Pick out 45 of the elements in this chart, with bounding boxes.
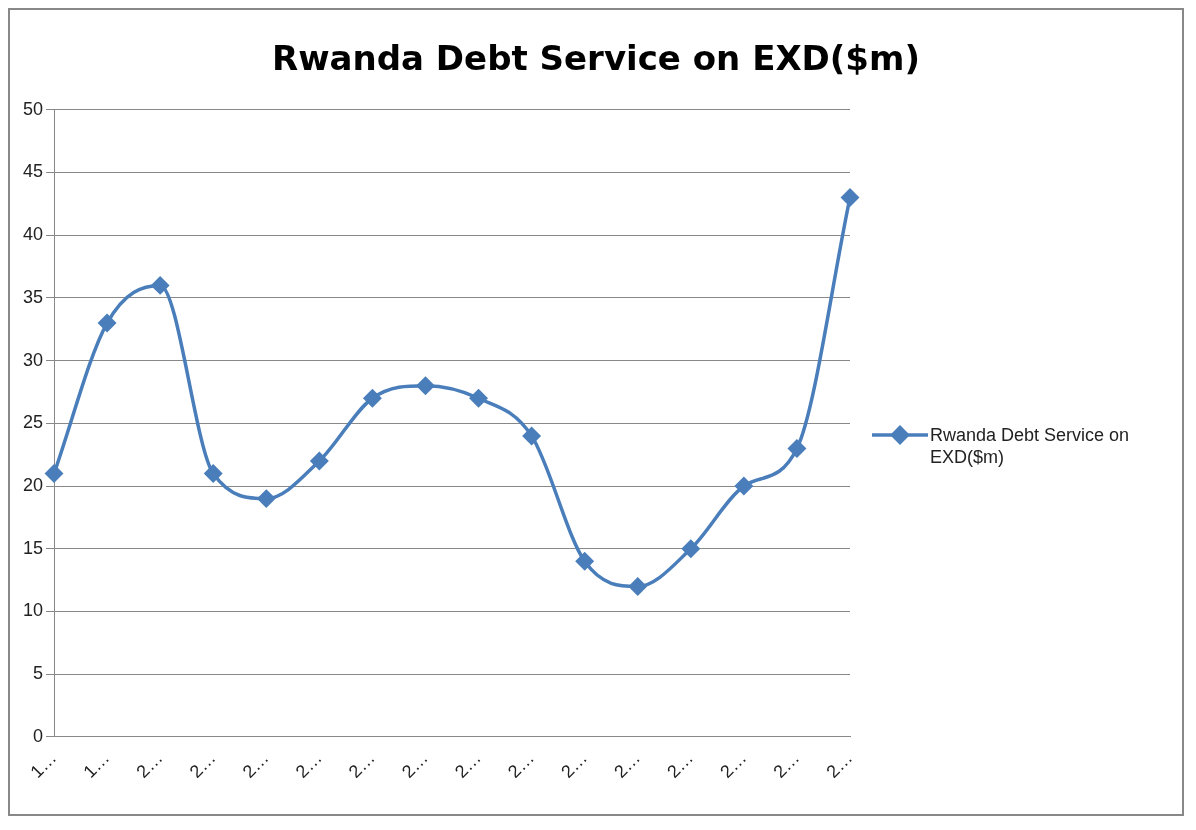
y-tick-label: 0 bbox=[33, 725, 44, 746]
x-tick-label: 2… bbox=[557, 747, 592, 782]
y-tick-label: 10 bbox=[22, 600, 44, 621]
y-tick-label: 45 bbox=[22, 161, 44, 182]
x-tick-label: 2… bbox=[397, 747, 432, 782]
y-tick-label: 20 bbox=[22, 475, 44, 496]
y-tick-label: 5 bbox=[33, 663, 44, 684]
y-tick-label: 40 bbox=[22, 224, 44, 245]
point bbox=[416, 376, 435, 395]
x-tick-label: 2… bbox=[610, 747, 645, 782]
point bbox=[735, 477, 753, 495]
chart-title: Rwanda Debt Service on EXD($m) bbox=[271, 37, 921, 80]
x-tick-label: 2… bbox=[822, 747, 857, 782]
point bbox=[575, 552, 594, 571]
x-tick-label: 2… bbox=[716, 747, 751, 782]
y-tick-label: 30 bbox=[22, 349, 44, 370]
point bbox=[469, 389, 488, 408]
point bbox=[841, 188, 859, 207]
x-tick-label: 2… bbox=[132, 747, 167, 782]
x-tick-label: 2… bbox=[663, 747, 698, 782]
y-tick-label: 15 bbox=[22, 537, 44, 558]
point bbox=[204, 464, 222, 483]
x-tick-label: 2… bbox=[769, 747, 804, 782]
point bbox=[257, 489, 276, 508]
y-tick-label: 25 bbox=[22, 412, 44, 433]
legend-label: Rwanda Debt Service on EXD($m) bbox=[930, 424, 1131, 468]
x-tick-label: 1… bbox=[79, 747, 114, 782]
point bbox=[682, 540, 700, 558]
x-tick-label: 1… bbox=[26, 747, 61, 782]
point bbox=[788, 439, 806, 458]
x-tick-label: 2… bbox=[291, 747, 326, 782]
point bbox=[151, 276, 169, 295]
point bbox=[522, 427, 541, 445]
point bbox=[45, 464, 63, 483]
point bbox=[98, 314, 116, 332]
point bbox=[628, 577, 647, 596]
x-tick-label: 2… bbox=[344, 747, 379, 782]
y-tick-label: 35 bbox=[22, 286, 44, 307]
x-tick-label: 2… bbox=[185, 747, 220, 782]
x-tick-label: 2… bbox=[504, 747, 538, 782]
point bbox=[310, 452, 329, 470]
x-tick-label: 2… bbox=[238, 747, 273, 782]
point bbox=[363, 389, 382, 408]
x-tick-label: 2… bbox=[450, 747, 485, 782]
y-tick-label: 50 bbox=[22, 98, 44, 119]
